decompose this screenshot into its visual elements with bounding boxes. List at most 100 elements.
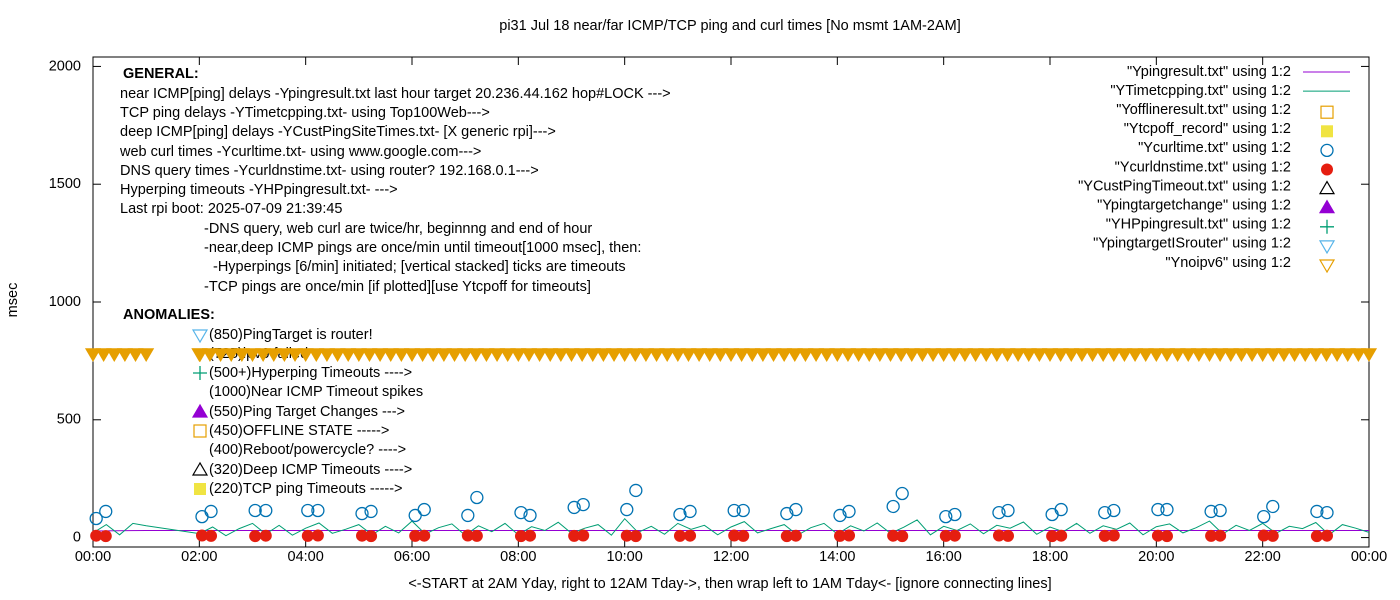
data-point: [1222, 348, 1239, 363]
data-point: [939, 509, 953, 524]
anomaly-symbol: [193, 366, 207, 380]
data-point: [627, 348, 644, 363]
data-point: [1116, 348, 1133, 363]
data-point: [1045, 507, 1059, 522]
data-point: [935, 348, 952, 363]
data-point: [403, 348, 421, 363]
data-point: [727, 503, 741, 518]
y-tick-label: 500: [57, 412, 81, 428]
legend-swatch: [1320, 219, 1334, 234]
data-point: [1073, 348, 1090, 363]
data-point: [1107, 503, 1121, 518]
data-point: [744, 348, 761, 363]
data-point: [116, 348, 133, 363]
data-point: [780, 530, 793, 543]
legend-swatch: [1318, 180, 1336, 195]
data-point: [967, 348, 984, 363]
data-point: [1266, 529, 1279, 542]
data-point: [461, 529, 474, 542]
legend-swatch: [1320, 105, 1334, 119]
data-point: [478, 348, 495, 363]
data-point: [1055, 529, 1068, 542]
data-point: [1107, 529, 1120, 542]
data-point: [1213, 503, 1227, 518]
legend-label: "YCustPingTimeout.txt" using 1:2: [1078, 178, 1291, 194]
x-tick-label: 18:00: [1032, 549, 1068, 565]
anomaly-symbol: [191, 329, 209, 344]
data-point: [1105, 348, 1122, 363]
data-point: [567, 500, 581, 515]
y-tick-label: 2000: [49, 58, 81, 74]
data-point: [691, 348, 708, 363]
data-point: [393, 348, 410, 363]
data-point: [1041, 348, 1059, 363]
anomaly-symbol: [194, 483, 206, 495]
data-point: [1160, 502, 1174, 517]
data-point: [669, 348, 686, 363]
data-point: [542, 348, 559, 363]
data-point: [659, 348, 676, 363]
data-point: [1254, 348, 1271, 363]
data-point: [276, 348, 293, 363]
data-point: [470, 529, 483, 542]
data-point: [467, 348, 484, 363]
y-tick-label: 1500: [49, 176, 81, 192]
data-point: [978, 348, 995, 363]
y-axis-label: msec: [5, 283, 21, 318]
data-point: [1020, 348, 1037, 363]
data-point: [988, 348, 1005, 363]
data-point: [191, 348, 208, 363]
data-point: [948, 507, 962, 522]
data-point: [629, 530, 642, 543]
data-point: [425, 348, 442, 363]
data-point: [839, 348, 857, 363]
data-point: [1257, 529, 1270, 542]
data-point: [648, 348, 665, 363]
data-point: [939, 529, 952, 542]
legend-label: "YTimetcpping.txt" using 1:2: [1110, 83, 1291, 99]
data-point: [1190, 348, 1207, 363]
data-point: [1214, 529, 1227, 542]
data-point: [127, 348, 144, 363]
data-point: [461, 508, 475, 523]
data-point: [259, 529, 272, 542]
data-point: [95, 348, 112, 363]
data-point: [673, 507, 687, 522]
data-point: [1169, 348, 1186, 363]
data-point: [99, 504, 113, 519]
data-point: [1307, 348, 1324, 363]
data-point: [1320, 505, 1334, 520]
legend-swatch: [1318, 259, 1336, 274]
data-point: [577, 529, 590, 542]
data-point: [737, 529, 750, 542]
data-point: [1010, 348, 1027, 363]
data-point: [914, 348, 931, 363]
data-point: [1046, 530, 1059, 543]
data-point: [620, 502, 634, 517]
data-point: [514, 530, 527, 543]
data-point: [418, 529, 431, 542]
data-point: [106, 348, 123, 363]
data-point: [896, 530, 909, 543]
data-point: [871, 348, 888, 363]
annotation-line: -DNS query, web curl are twice/hr, begin…: [204, 221, 592, 237]
annotation-line: (400)Reboot/powercycle? ---->: [209, 442, 406, 458]
annotation-line: (220)TCP ping Timeouts ----->: [209, 481, 403, 497]
data-point: [616, 348, 633, 363]
legend-swatch: [1321, 163, 1333, 176]
data-point: [948, 529, 961, 542]
chart-title: pi31 Jul 18 near/far ICMP/TCP ping and c…: [499, 18, 960, 34]
data-point: [842, 504, 856, 519]
data-point: [992, 529, 1005, 542]
anomaly-symbol: [191, 403, 209, 418]
y-tick-label: 0: [73, 529, 81, 545]
data-point: [728, 529, 741, 542]
data-point: [1001, 529, 1014, 542]
data-point: [1180, 348, 1197, 363]
annotation-heading: GENERAL:: [123, 66, 199, 82]
data-point: [233, 348, 250, 363]
data-point: [833, 529, 846, 542]
data-point: [205, 529, 218, 542]
data-point: [414, 348, 431, 363]
data-point: [887, 529, 900, 542]
